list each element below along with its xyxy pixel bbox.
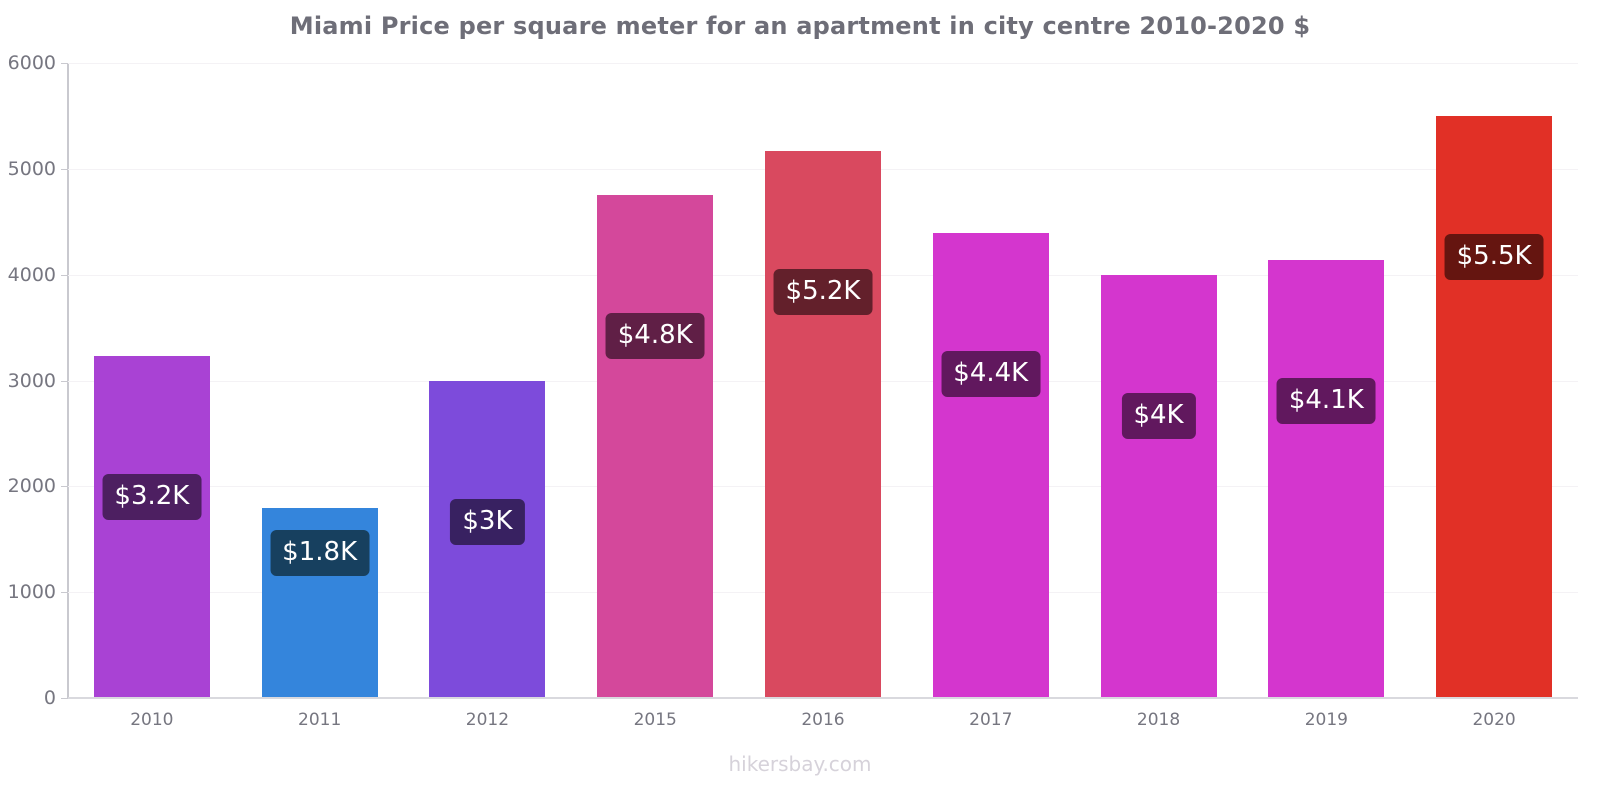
bar-value-label: $5.5K (1444, 233, 1544, 280)
x-axis-tick-label: 2020 (1472, 710, 1516, 730)
y-axis-tick-label: 1000 (7, 581, 56, 604)
footer-credit: hikersbay.com (728, 752, 872, 776)
y-tick-mark (61, 486, 68, 488)
bar-value-label: $3K (450, 498, 525, 545)
bar[interactable]: $3K (429, 380, 546, 698)
bar-value-label: $4K (1121, 392, 1196, 439)
y-axis-tick-label: 6000 (7, 52, 56, 74)
y-tick-mark (61, 63, 68, 64)
bar[interactable]: $4.1K (1268, 260, 1385, 698)
x-axis-tick-label: 2012 (465, 710, 510, 730)
chart-title: Miami Price per square meter for an apar… (289, 12, 1311, 40)
bar-value-label: $3.2K (102, 474, 202, 521)
x-axis-tick-label: 2016 (801, 710, 845, 730)
bar[interactable]: $1.8K (261, 507, 378, 698)
y-axis-tick-label: 4000 (7, 263, 56, 286)
bar-value-label: $4.8K (605, 313, 705, 360)
y-tick-mark (61, 274, 68, 276)
gridline (68, 63, 1578, 64)
x-axis-tick-label: 2011 (298, 710, 342, 730)
y-axis-tick-label: 2000 (7, 475, 56, 498)
y-tick-mark (61, 592, 68, 594)
bar-value-label: $1.8K (270, 529, 370, 576)
y-tick-mark (61, 698, 68, 699)
bar[interactable]: $3.2K (93, 356, 210, 698)
bar[interactable]: $4K (1100, 274, 1217, 698)
x-axis-tick-label: 2010 (130, 710, 174, 730)
y-axis-tick-label: 5000 (7, 157, 56, 180)
x-axis-tick-label: 2019 (1304, 710, 1348, 730)
plot-area: $3.2K $1.8K $3K $4.8K $5.2K $4.4K $4K $4.1K $5.5… (68, 63, 1578, 699)
bar[interactable]: $5.2K (765, 150, 881, 698)
y-tick-mark (61, 168, 68, 170)
bar-value-label: $5.2K (773, 268, 873, 315)
bar[interactable]: $5.5K (1436, 115, 1553, 698)
bar[interactable]: $4.4K (932, 233, 1049, 698)
y-axis-tick-label: 3000 (7, 369, 56, 392)
y-axis-tick-label: 0 (43, 687, 56, 709)
bar-value-label: $4.1K (1276, 378, 1376, 425)
x-axis-line (68, 697, 1578, 699)
bar[interactable]: $4.8K (597, 195, 714, 698)
x-axis-tick-label: 2015 (633, 710, 677, 730)
x-axis-tick-label: 2017 (969, 710, 1013, 730)
y-tick-mark (61, 380, 68, 382)
bar-value-label: $4.4K (941, 351, 1041, 398)
x-axis-tick-label: 2018 (1136, 710, 1181, 730)
